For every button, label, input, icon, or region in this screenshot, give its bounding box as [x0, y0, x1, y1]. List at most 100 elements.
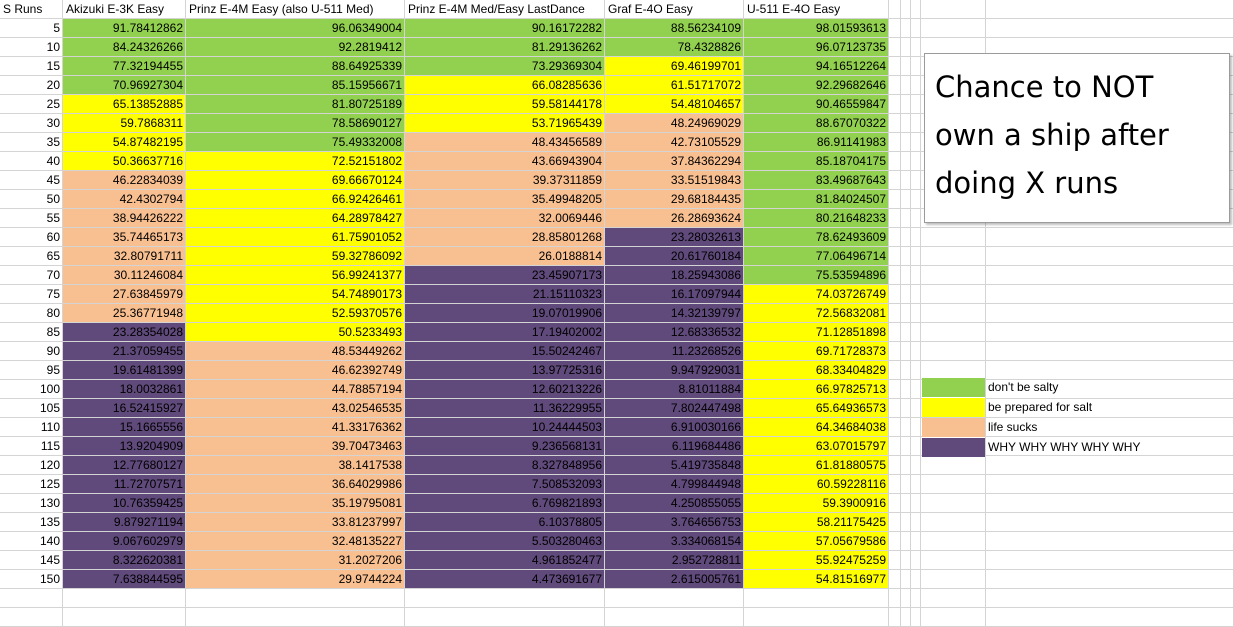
empty-cell[interactable]	[911, 228, 921, 247]
probability-cell[interactable]: 12.77680127	[63, 456, 186, 475]
empty-cell[interactable]	[889, 171, 901, 190]
probability-cell[interactable]: 21.15110323	[405, 285, 605, 304]
empty-cell[interactable]	[0, 608, 63, 627]
empty-cell[interactable]	[921, 494, 986, 513]
probability-cell[interactable]: 65.64936573	[744, 399, 889, 418]
empty-cell[interactable]	[889, 19, 901, 38]
probability-cell[interactable]: 85.18704175	[744, 152, 889, 171]
probability-cell[interactable]: 66.97825713	[744, 380, 889, 399]
empty-cell[interactable]	[911, 589, 921, 608]
probability-cell[interactable]: 92.29682646	[744, 76, 889, 95]
probability-cell[interactable]: 32.48135227	[186, 532, 405, 551]
probability-cell[interactable]: 9.879271194	[63, 513, 186, 532]
empty-cell[interactable]	[744, 608, 889, 627]
probability-cell[interactable]: 37.84362294	[605, 152, 744, 171]
probability-cell[interactable]: 9.947929031	[605, 361, 744, 380]
empty-cell[interactable]	[921, 475, 986, 494]
empty-cell[interactable]	[986, 494, 1234, 513]
probability-cell[interactable]: 6.769821893	[405, 494, 605, 513]
probability-cell[interactable]: 6.119684486	[605, 437, 744, 456]
probability-cell[interactable]: 15.1665556	[63, 418, 186, 437]
empty-cell[interactable]	[901, 285, 911, 304]
empty-cell[interactable]	[986, 456, 1234, 475]
empty-cell[interactable]	[889, 361, 901, 380]
probability-cell[interactable]: 78.4328826	[605, 38, 744, 57]
probability-cell[interactable]: 10.76359425	[63, 494, 186, 513]
probability-cell[interactable]: 54.48104657	[605, 95, 744, 114]
empty-cell[interactable]	[911, 304, 921, 323]
runs-cell[interactable]: 40	[0, 152, 63, 171]
runs-cell[interactable]: 80	[0, 304, 63, 323]
runs-cell[interactable]: 10	[0, 38, 63, 57]
probability-cell[interactable]: 71.12851898	[744, 323, 889, 342]
probability-cell[interactable]: 46.62392749	[186, 361, 405, 380]
probability-cell[interactable]: 88.56234109	[605, 19, 744, 38]
runs-cell[interactable]: 95	[0, 361, 63, 380]
empty-cell[interactable]	[986, 342, 1234, 361]
probability-cell[interactable]: 66.92426461	[186, 190, 405, 209]
empty-cell[interactable]	[921, 228, 986, 247]
probability-cell[interactable]: 42.73105529	[605, 133, 744, 152]
empty-cell[interactable]	[405, 608, 605, 627]
runs-cell[interactable]: 105	[0, 399, 63, 418]
probability-cell[interactable]: 32.80791711	[63, 247, 186, 266]
probability-cell[interactable]: 59.58144178	[405, 95, 605, 114]
probability-cell[interactable]: 30.11246084	[63, 266, 186, 285]
probability-cell[interactable]: 52.59370576	[186, 304, 405, 323]
probability-cell[interactable]: 65.13852885	[63, 95, 186, 114]
probability-cell[interactable]: 33.51519843	[605, 171, 744, 190]
empty-cell[interactable]	[889, 95, 901, 114]
probability-cell[interactable]: 8.81011884	[605, 380, 744, 399]
runs-cell[interactable]: 145	[0, 551, 63, 570]
empty-cell[interactable]	[921, 323, 986, 342]
probability-cell[interactable]: 78.58690127	[186, 114, 405, 133]
empty-cell[interactable]	[889, 475, 901, 494]
empty-cell[interactable]	[911, 76, 921, 95]
probability-cell[interactable]: 41.33176362	[186, 418, 405, 437]
empty-cell[interactable]	[901, 361, 911, 380]
empty-cell[interactable]	[889, 418, 901, 437]
empty-cell[interactable]	[986, 323, 1234, 342]
probability-cell[interactable]: 23.28032613	[605, 228, 744, 247]
probability-cell[interactable]: 4.799844948	[605, 475, 744, 494]
probability-cell[interactable]: 90.16172282	[405, 19, 605, 38]
empty-cell[interactable]	[911, 247, 921, 266]
probability-cell[interactable]: 77.32194455	[63, 57, 186, 76]
runs-cell[interactable]: 120	[0, 456, 63, 475]
probability-cell[interactable]: 39.70473463	[186, 437, 405, 456]
empty-cell[interactable]	[889, 513, 901, 532]
runs-cell[interactable]: 20	[0, 76, 63, 95]
probability-cell[interactable]: 26.28693624	[605, 209, 744, 228]
probability-cell[interactable]: 6.10378805	[405, 513, 605, 532]
empty-cell[interactable]	[901, 0, 911, 19]
empty-cell[interactable]	[911, 456, 921, 475]
probability-cell[interactable]: 18.25943086	[605, 266, 744, 285]
probability-cell[interactable]: 33.81237997	[186, 513, 405, 532]
empty-cell[interactable]	[901, 133, 911, 152]
probability-cell[interactable]: 69.66670124	[186, 171, 405, 190]
empty-cell[interactable]	[901, 437, 911, 456]
empty-cell[interactable]	[911, 551, 921, 570]
probability-cell[interactable]: 96.07123735	[744, 38, 889, 57]
empty-cell[interactable]	[911, 361, 921, 380]
empty-cell[interactable]	[901, 399, 911, 418]
empty-cell[interactable]	[889, 247, 901, 266]
runs-cell[interactable]: 50	[0, 190, 63, 209]
empty-cell[interactable]	[921, 266, 986, 285]
runs-cell[interactable]: 65	[0, 247, 63, 266]
empty-cell[interactable]	[911, 437, 921, 456]
empty-cell[interactable]	[986, 532, 1234, 551]
empty-cell[interactable]	[901, 171, 911, 190]
empty-cell[interactable]	[986, 266, 1234, 285]
runs-cell[interactable]: 110	[0, 418, 63, 437]
probability-cell[interactable]: 18.0032861	[63, 380, 186, 399]
empty-cell[interactable]	[889, 551, 901, 570]
runs-cell[interactable]: 85	[0, 323, 63, 342]
empty-cell[interactable]	[889, 152, 901, 171]
empty-cell[interactable]	[986, 304, 1234, 323]
empty-cell[interactable]	[921, 589, 986, 608]
probability-cell[interactable]: 32.0069446	[405, 209, 605, 228]
runs-cell[interactable]: 60	[0, 228, 63, 247]
probability-cell[interactable]: 19.61481399	[63, 361, 186, 380]
probability-cell[interactable]: 8.322620381	[63, 551, 186, 570]
